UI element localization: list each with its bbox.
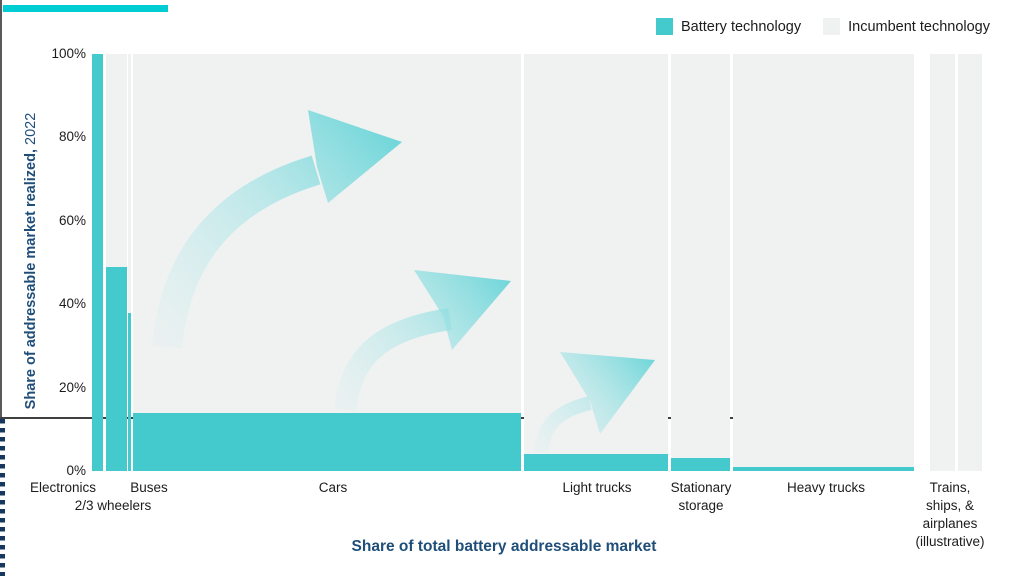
legend-item-battery: Battery technology bbox=[656, 18, 801, 35]
battery-technology-swatch bbox=[656, 18, 673, 35]
column-buses-battery bbox=[128, 312, 131, 471]
x-category-label-trains-ships-airplanes-illustrative: Trains, bbox=[929, 480, 971, 495]
legend: Battery technology Incumbent technology bbox=[656, 18, 990, 35]
y-tick-0: 0% bbox=[66, 463, 86, 478]
x-category-label-trains-ships-airplanes-illustrative: ships, & bbox=[925, 498, 975, 513]
y-tick-60: 60% bbox=[58, 212, 86, 228]
column-light-trucks-battery bbox=[524, 454, 668, 471]
x-category-label-trains-ships-airplanes-illustrative: airplanes bbox=[922, 516, 978, 531]
legend-label-incumbent: Incumbent technology bbox=[848, 18, 990, 35]
y-axis-line bbox=[0, 0, 2, 417]
y-tick-40: 40% bbox=[58, 296, 86, 312]
column-electronics-battery bbox=[92, 54, 103, 471]
x-category-label-cars: Cars bbox=[318, 480, 348, 495]
x-category-label-buses: Buses bbox=[130, 480, 168, 495]
x-axis-title: Share of total battery addressable marke… bbox=[351, 538, 657, 555]
x-category-label-heavy-trucks: Heavy trucks bbox=[786, 480, 866, 495]
column-cars-battery bbox=[133, 412, 521, 471]
x-category-label-stationary-storage: storage bbox=[678, 498, 724, 513]
dotted-boundary-line bbox=[0, 419, 5, 576]
column-heavy-trucks-battery bbox=[733, 466, 914, 471]
x-category-label-stationary-storage: Stationary bbox=[670, 480, 732, 495]
legend-label-battery: Battery technology bbox=[681, 18, 802, 35]
x-category-label-trains-ships-airplanes-illustrative: (illustrative) bbox=[915, 534, 985, 549]
incumbent-technology-swatch bbox=[823, 18, 841, 35]
column-stationary-storage-incumbent bbox=[671, 54, 730, 471]
column-2-3-wheelers-battery bbox=[106, 266, 127, 471]
x-category-label-electronics: Electronics bbox=[29, 480, 97, 495]
column-heavy-trucks-incumbent bbox=[733, 54, 914, 471]
column-stationary-storage-battery bbox=[671, 458, 730, 471]
column-light-trucks-incumbent bbox=[524, 54, 668, 471]
column-trains-ships-airplanes-illustrative-incumbent bbox=[930, 54, 955, 471]
legend-item-incumbent: Incumbent technology bbox=[823, 18, 990, 35]
x-category-label-light-trucks: Light trucks bbox=[562, 480, 632, 495]
y-tick-20: 20% bbox=[58, 379, 86, 395]
y-tick-100: 100% bbox=[51, 46, 86, 61]
column-trains-ships-airplanes-illustrative-incumbent bbox=[958, 54, 982, 471]
accent-bar bbox=[3, 5, 168, 12]
y-tick-80: 80% bbox=[58, 129, 86, 145]
column-buses-incumbent bbox=[128, 54, 131, 471]
x-category-label-2-3-wheelers: 2/3 wheelers bbox=[74, 498, 152, 513]
column-cars-incumbent bbox=[133, 54, 521, 471]
